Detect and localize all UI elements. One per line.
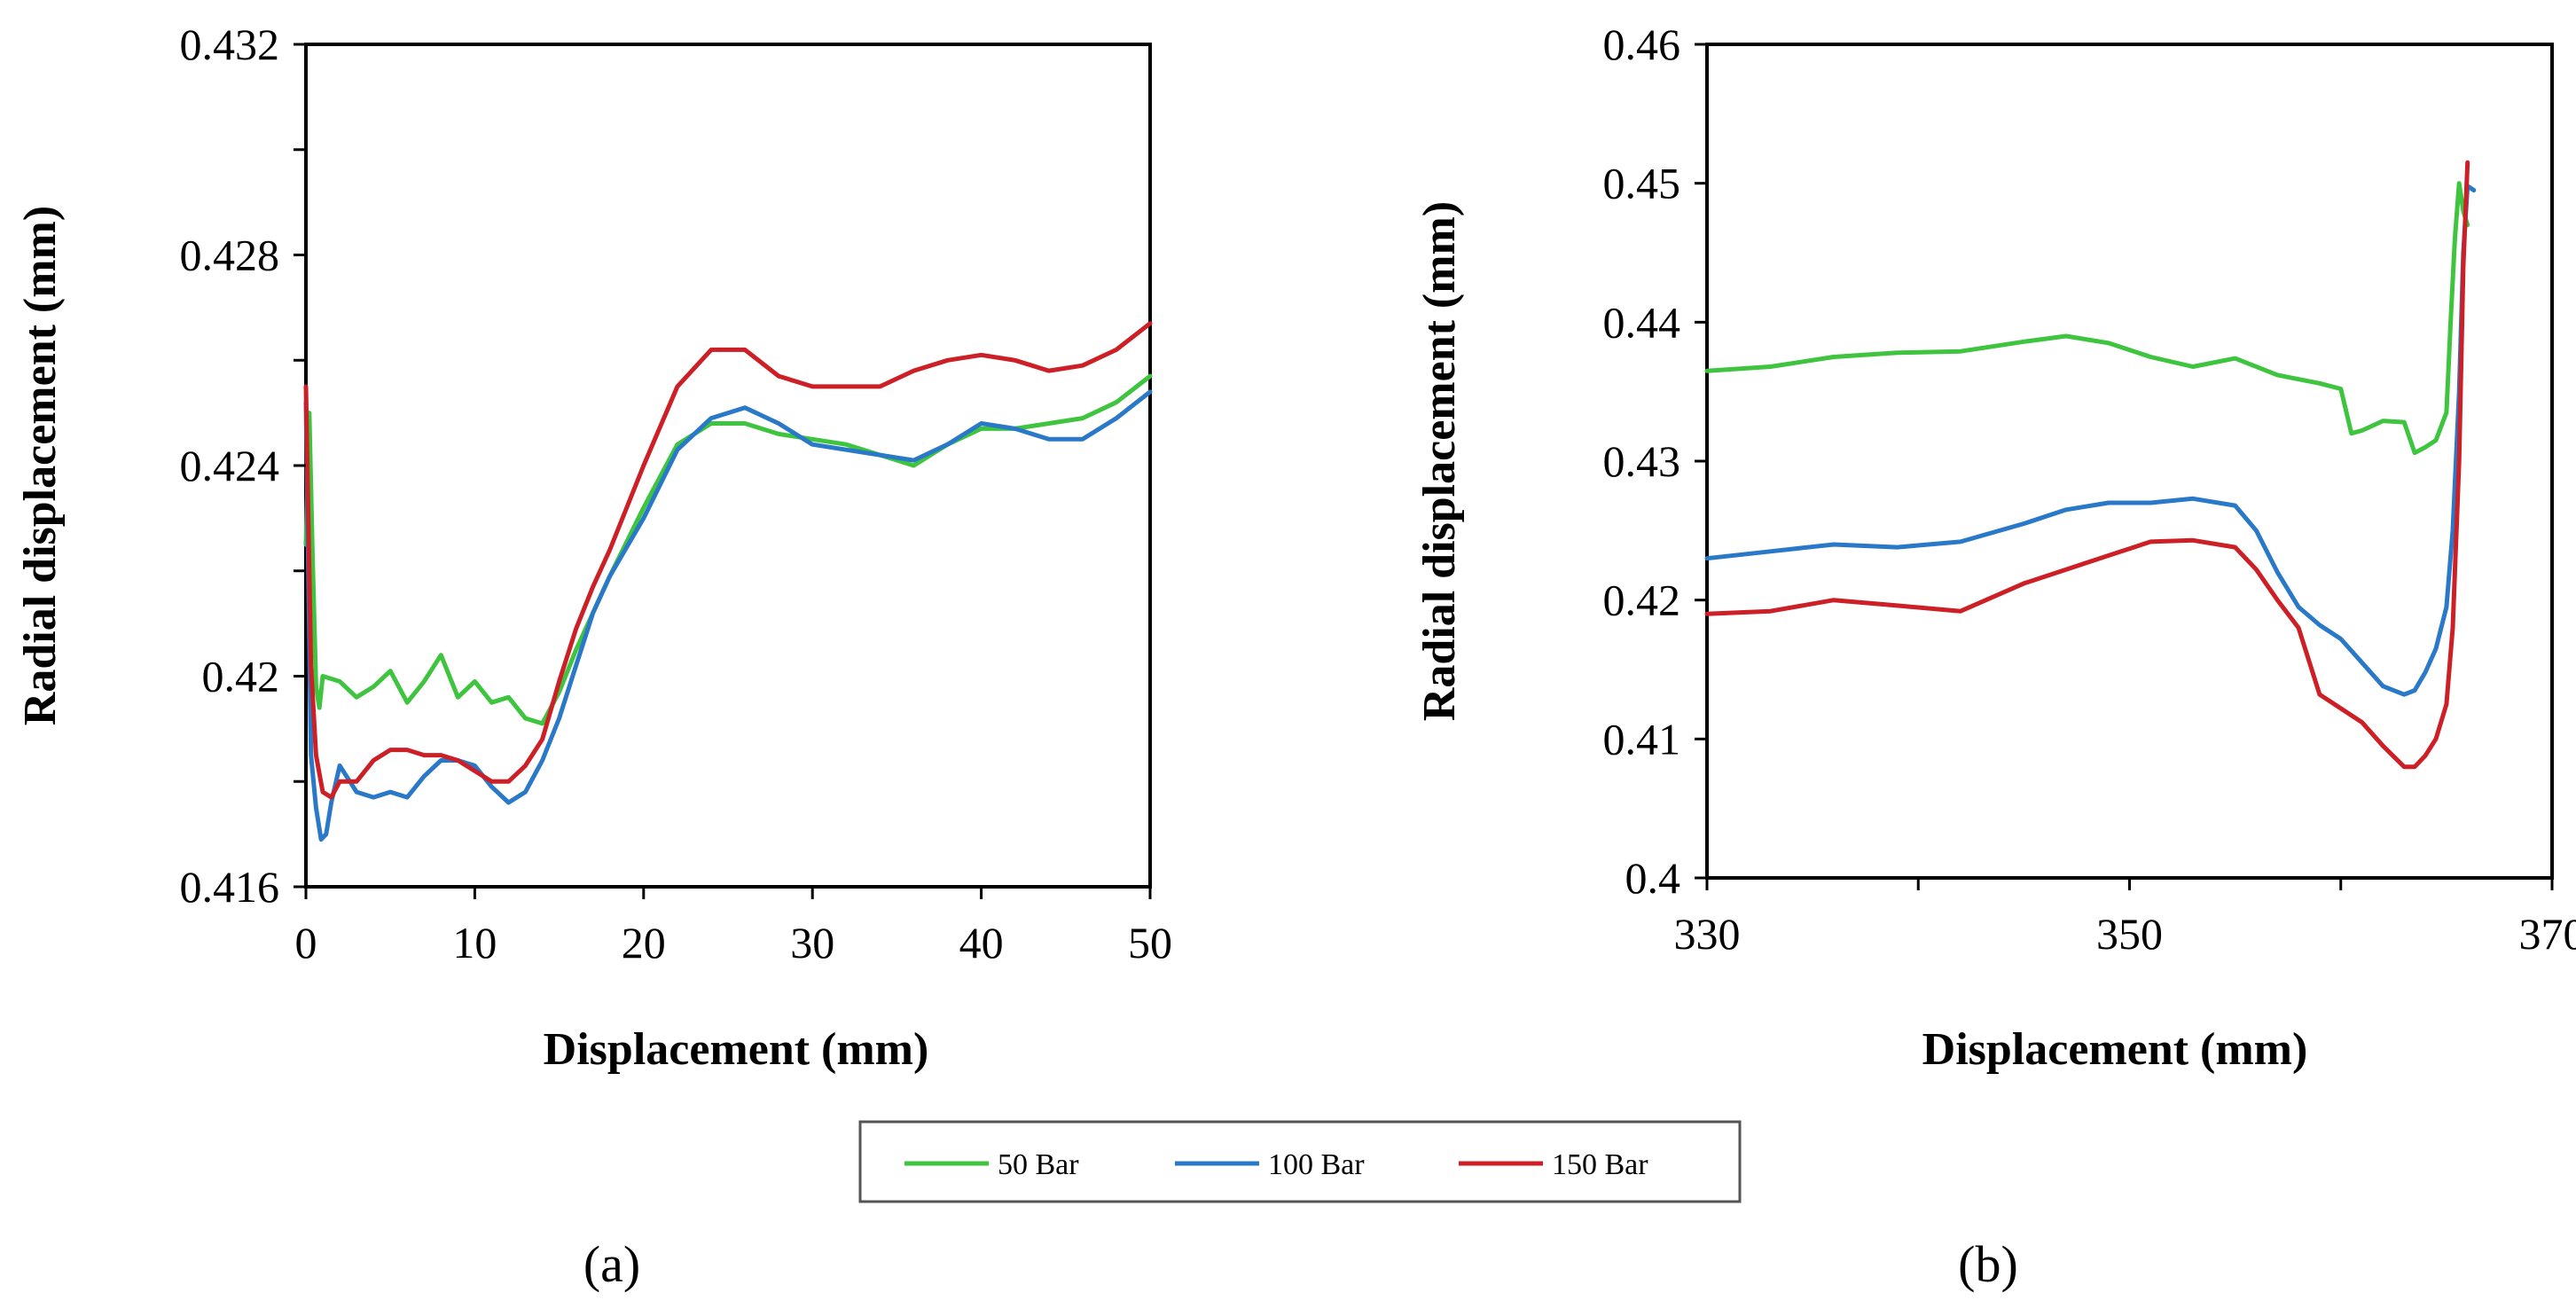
x-axis-b: 330 350 370 [1674, 878, 2576, 959]
y-tick-label: 0.42 [1603, 576, 1681, 625]
x-axis-title-a: Displacement (mm) [544, 1024, 929, 1075]
y-axis-title-b: Radial displacement (mm) [1414, 201, 1465, 721]
series-line-100-bar-b [1704, 184, 2477, 697]
y-tick-label: 0.46 [1603, 20, 1681, 69]
y-tick-label: 0.42 [202, 652, 280, 701]
series-layer-a [303, 321, 1153, 842]
x-tick-label: 350 [2096, 909, 2163, 959]
y-tick-label: 0.45 [1603, 159, 1681, 208]
series-line-100-bar-a [303, 389, 1153, 842]
panel-label-a: (a) [583, 1235, 640, 1293]
y-tick-label: 0.428 [180, 231, 280, 280]
legend-item-100-bar: 100 Bar [1175, 1148, 1365, 1181]
y-axis-a: 0.416 0.42 0.424 0.428 0.432 [180, 20, 306, 912]
legend-label-150-bar: 150 Bar [1552, 1148, 1648, 1181]
x-tick-label: 0 [295, 918, 317, 967]
y-tick-label: 0.432 [180, 20, 280, 69]
x-tick-label: 370 [2519, 909, 2576, 959]
chart-panel-b: 330 350 370 0.4 0.41 0.42 0.43 0.44 0.45 0.46 Di… [1414, 20, 2576, 1293]
y-tick-label: 0.41 [1603, 714, 1681, 764]
legend-item-150-bar: 150 Bar [1459, 1148, 1648, 1181]
series-line-150-bar-a [303, 321, 1153, 800]
x-axis-a: 0 10 20 30 40 50 [295, 887, 1172, 967]
series-line-50-bar-b [1704, 181, 2470, 456]
x-tick-label: 50 [1128, 918, 1172, 967]
series-line-50-bar-a [303, 373, 1153, 726]
legend: 50 Bar 100 Bar 150 Bar [858, 1120, 1742, 1203]
x-tick-label: 330 [1674, 909, 1741, 959]
y-tick-label: 0.424 [180, 441, 280, 490]
panel-label-b: (b) [1958, 1235, 2018, 1293]
y-tick-label: 0.44 [1603, 297, 1681, 347]
legend-item-50-bar: 50 Bar [904, 1148, 1079, 1181]
y-tick-label: 0.43 [1603, 436, 1681, 486]
series-layer-b [1704, 160, 2477, 770]
y-tick-label: 0.416 [180, 862, 280, 912]
x-axis-title-b: Displacement (mm) [1922, 1024, 2308, 1075]
legend-box [858, 1120, 1742, 1203]
series-line-150-bar-b [1704, 160, 2470, 770]
x-tick-label: 30 [790, 918, 834, 967]
y-axis-title-a: Radial displacement (mm) [15, 206, 66, 725]
legend-label-100-bar: 100 Bar [1268, 1148, 1365, 1181]
x-tick-label: 40 [959, 918, 1004, 967]
x-tick-label: 10 [452, 918, 497, 967]
legend-label-50-bar: 50 Bar [998, 1148, 1079, 1181]
y-tick-label: 0.4 [1625, 853, 1681, 903]
x-tick-label: 20 [622, 918, 666, 967]
chart-panel-a: 0 10 20 30 40 50 0.416 0.42 0.424 0.428 0.432 Dis… [15, 20, 1172, 1293]
plot-frame-a [304, 43, 1152, 889]
y-axis-b: 0.4 0.41 0.42 0.43 0.44 0.45 0.46 [1603, 20, 1707, 903]
